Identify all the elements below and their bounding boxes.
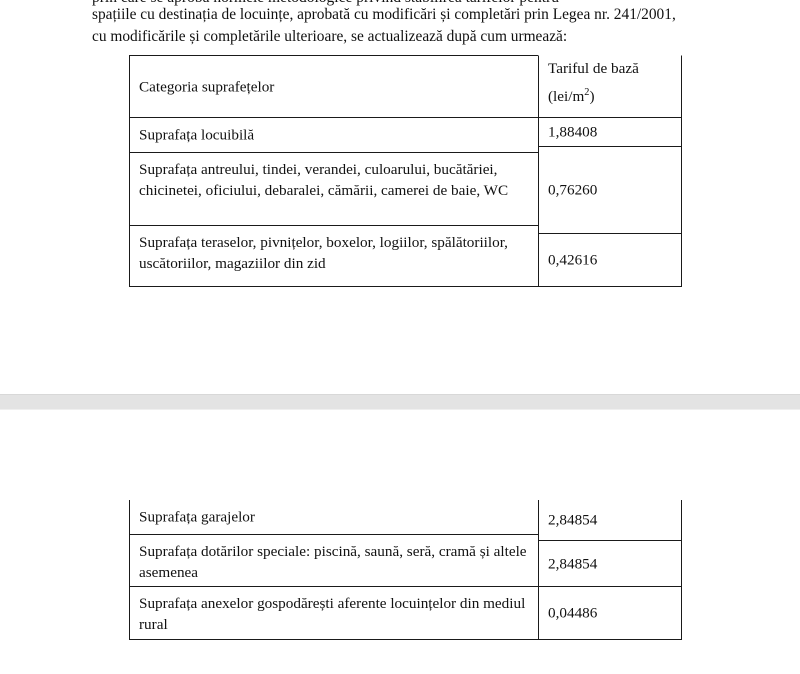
table-row: Suprafața anexelor gospodărești aferente… [129, 587, 539, 640]
clipped-text-line-above: prin care se aprobă normele metodologice… [92, 0, 792, 8]
paragraph-line-1: spațiile cu destinația de locuințe, apro… [92, 6, 676, 23]
table-cell-tariff: 0,04486 [538, 587, 682, 640]
table-one-row-1-category: Suprafața antreului, tindei, verandei, c… [139, 161, 509, 199]
table-cell-tariff: 1,88408 [538, 118, 682, 147]
table-one-header-cell-tariff: Tariful de bază (lei/m2) [538, 55, 682, 118]
page-break-edge-bottom [0, 409, 800, 410]
table-two-row-2-tariff: 0,04486 [548, 604, 598, 622]
document-page-one: prin care se aprobă normele metodologice… [92, 0, 792, 287]
paragraph-line-2: cu modificările și completările ulterioa… [92, 27, 568, 45]
body-paragraph: spațiile cu destinația de locuințe, apro… [92, 4, 792, 47]
table-one-header-tariff-unit: (lei/m2) [548, 86, 595, 107]
table-cell-tariff: 0,42616 [538, 234, 682, 287]
table-cell-tariff: 2,84854 [538, 500, 682, 541]
tariff-table-two: Suprafața garajelor Suprafața dotărilor … [129, 500, 682, 640]
table-row: Suprafața dotărilor speciale: piscină, s… [129, 535, 539, 587]
table-one-row-0-tariff: 1,88408 [548, 123, 598, 141]
page-break-edge-top [0, 394, 800, 395]
table-row: Suprafața garajelor [129, 500, 539, 535]
tariff-unit-prefix: (lei/m [548, 88, 585, 105]
document-page-two: Suprafața garajelor Suprafața dotărilor … [0, 410, 800, 674]
table-row: Suprafața locuibilă [129, 118, 539, 153]
table-two-row-1-tariff: 2,84854 [548, 555, 598, 572]
tariff-unit-exponent: 2 [584, 86, 590, 98]
tariff-unit-suffix: ) [589, 88, 595, 105]
table-cell-tariff: 0,76260 [538, 147, 682, 234]
table-two-row-0-category: Suprafața garajelor [139, 508, 255, 526]
table-two-row-2-category: Suprafața anexelor gospodărești aferente… [139, 595, 526, 633]
page-break-separator [0, 394, 800, 410]
table-two-row-0-tariff: 2,84854 [548, 511, 598, 529]
table-cell-tariff: 2,84854 [538, 541, 682, 587]
table-one-row-0-category: Suprafața locuibilă [139, 126, 255, 144]
table-one-row-2-tariff: 0,42616 [548, 251, 598, 269]
table-one-header-tariff-label: Tariful de bază (lei/m2) [548, 58, 675, 107]
table-one-header-category-label: Categoria suprafețelor [139, 78, 275, 95]
table-two-row-1-category: Suprafața dotărilor speciale: piscină, s… [139, 543, 527, 581]
table-row: Suprafața teraselor, pivnițelor, boxelor… [129, 226, 539, 287]
table-row: Suprafața antreului, tindei, verandei, c… [129, 153, 539, 226]
table-one-header-cell-category: Categoria suprafețelor [129, 55, 539, 118]
table-one-header-tariff-line1: Tariful de bază [548, 60, 639, 77]
table-one-row-1-tariff: 0,76260 [548, 181, 598, 199]
tariff-table-one: Categoria suprafețelor Suprafața locuibi… [129, 55, 682, 287]
table-one-row-2-category: Suprafața teraselor, pivnițelor, boxelor… [139, 234, 508, 272]
